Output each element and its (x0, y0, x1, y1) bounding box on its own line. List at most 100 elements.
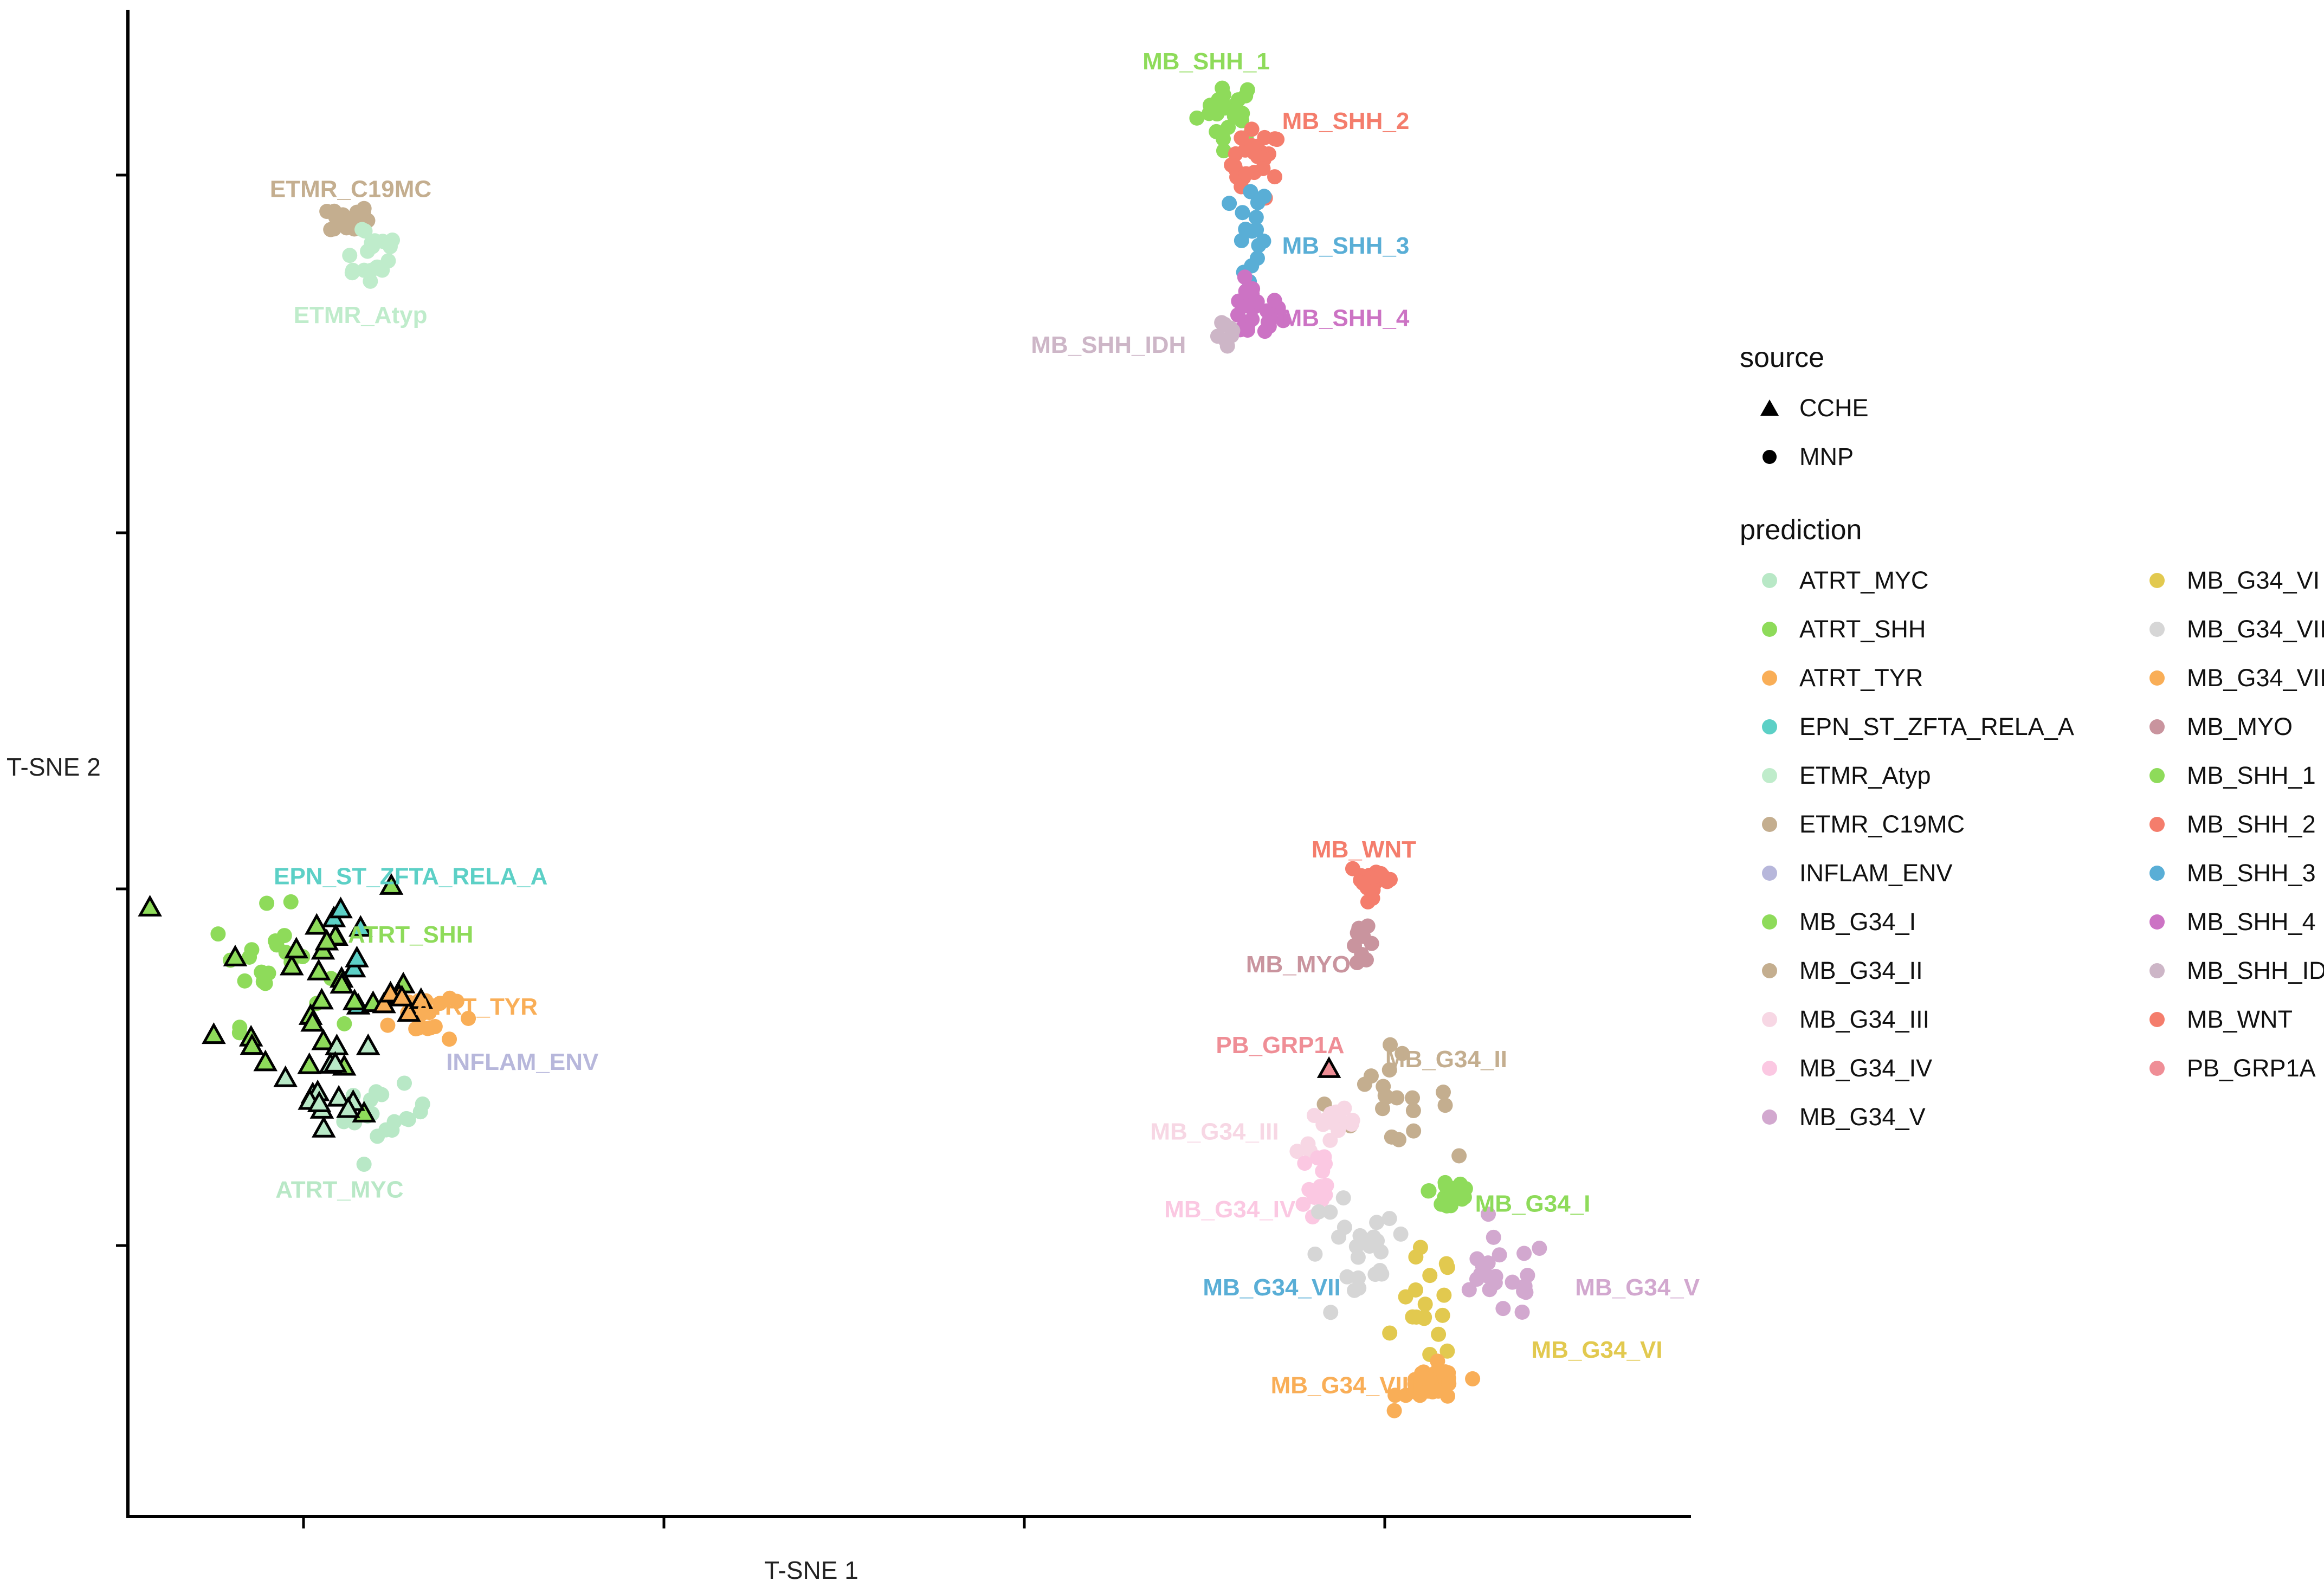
legend-label: PB_GRP1A (2187, 1054, 2316, 1082)
point-mb-g34-ii (1405, 1090, 1421, 1106)
legend-item-mb-g34-iii: MB_G34_III (1740, 995, 2119, 1044)
point-mb-shh-2 (1244, 121, 1260, 137)
triangle-point-atrt-tyr (409, 987, 434, 1009)
legend-prediction-title: prediction (1740, 514, 1862, 546)
legend-label: MNP (1799, 443, 1854, 470)
point-mb-g34-iv (1310, 1150, 1326, 1166)
point-mb-g34-vi (1382, 1325, 1398, 1341)
point-mb-shh-4 (1240, 322, 1255, 338)
point-mb-shh-4 (1230, 307, 1245, 323)
point-mb-g34-i (1456, 1189, 1472, 1205)
point-etmr-atyp (342, 248, 358, 263)
point-mb-shh-1 (1211, 92, 1226, 108)
color-dot-icon (2127, 814, 2187, 835)
point-mb-g34-v (1492, 1247, 1507, 1263)
legend-label: MB_G34_IV (1799, 1054, 1933, 1082)
point-mb-shh-4 (1267, 293, 1282, 308)
legend-column-2: MB_G34_VI MB_G34_VII MB_G34_VIII MB_MYO MB_S… (2127, 556, 2324, 1141)
x-axis-title: T-SNE 1 (764, 1556, 858, 1584)
cluster-labels: MB_SHH_1 MB_SHH_2 MB_SHH_3 MB_SHH_4 MB_SHH_I… (270, 48, 1700, 1398)
legend-item-atrt-shh: ATRT_SHH (1740, 605, 2119, 654)
point-mb-g34-ii (1437, 1098, 1453, 1113)
point-mb-g34-ii (1377, 1088, 1393, 1104)
legend-label: EPN_ST_ZFTA_RELA_A (1799, 713, 2074, 740)
cluster-label-etmr-c19mc: ETMR_C19MC (270, 176, 431, 202)
triangle-point-atrt-myc (273, 1065, 298, 1087)
cluster-label-pb-grp1a: PB_GRP1A (1216, 1032, 1344, 1059)
point-mb-g34-vi (1436, 1287, 1452, 1303)
point-mb-shh-2 (1238, 166, 1254, 182)
point-mb-shh-2 (1269, 132, 1285, 147)
legend-label: MB_SHH_2 (2187, 810, 2316, 838)
point-mb-g34-iii (1300, 1136, 1316, 1152)
point-mb-g34-ii (1436, 1085, 1451, 1100)
legend-label: ATRT_MYC (1799, 566, 1929, 594)
point-mb-shh-3 (1243, 184, 1258, 199)
point-mb-g34-i (1443, 1190, 1458, 1205)
point-mb-g34-iv (1315, 1163, 1331, 1179)
cluster-label-mb-shh-idh: MB_SHH_IDH (1031, 332, 1186, 358)
point-mb-shh-4 (1237, 269, 1253, 285)
point-etmr-atyp (363, 273, 378, 289)
cluster-label-mb-shh-2: MB_SHH_2 (1282, 108, 1410, 134)
legend-item-atrt-tyr: ATRT_TYR (1740, 654, 2119, 702)
triangle-point-atrt-shh (202, 1022, 226, 1044)
point-mb-wnt (1355, 875, 1371, 891)
point-etmr-c19mc (328, 209, 344, 225)
point-atrt-myc (363, 1092, 378, 1108)
point-mb-shh-3 (1250, 195, 1266, 210)
point-mb-g34-iv (1297, 1156, 1313, 1171)
data-points (138, 80, 1547, 1418)
point-atrt-tyr (442, 1031, 457, 1047)
legend-label: MB_MYO (2187, 713, 2293, 740)
point-mb-g34-vii (1331, 1229, 1347, 1245)
point-atrt-shh (210, 926, 226, 942)
point-atrt-shh (337, 1016, 352, 1031)
point-mb-g34-ii (1357, 1076, 1372, 1092)
color-dot-icon (1740, 1009, 1799, 1030)
point-mb-g34-vi (1417, 1296, 1433, 1312)
point-mb-shh-4 (1260, 314, 1276, 330)
point-mb-g34-vii (1369, 1215, 1385, 1230)
point-etmr-atyp (344, 265, 360, 281)
cluster-label-inflam-env: INFLAM_ENV (446, 1049, 599, 1075)
legend-item-mb-wnt: MB_WNT (2127, 995, 2324, 1044)
cluster-label-mb-g34-ii: MB_G34_II (1385, 1046, 1507, 1073)
point-mb-g34-iii (1289, 1144, 1305, 1159)
legend-label: ETMR_C19MC (1799, 810, 1965, 838)
triangle-point-atrt-tyr (390, 984, 414, 1007)
legend-label: MB_G34_VI (2187, 566, 2320, 594)
legend-label: MB_G34_II (1799, 957, 1923, 984)
cluster-label-mb-g34-iii: MB_G34_III (1150, 1118, 1279, 1145)
point-mb-wnt (1382, 872, 1398, 887)
circle-icon (1740, 446, 1799, 468)
point-mb-shh-2 (1234, 130, 1249, 146)
point-mb-g34-v (1481, 1207, 1496, 1222)
point-atrt-myc (386, 1114, 402, 1130)
point-mb-shh-1 (1221, 120, 1236, 136)
triangle-point-epn-st-zfta-rela-a (328, 896, 353, 919)
legend-item-mb-g34-viii: MB_G34_VIII (2127, 654, 2324, 702)
triangle-point-atrt-myc (307, 1091, 332, 1113)
point-mb-g34-viii (1430, 1353, 1445, 1369)
legend-item-mb-g34-vii: MB_G34_VII (2127, 605, 2324, 654)
point-mb-g34-iii (1324, 1114, 1340, 1130)
point-atrt-myc (356, 1157, 372, 1172)
point-mb-g34-vi (1408, 1249, 1424, 1265)
point-mb-g34-v (1461, 1282, 1477, 1298)
point-mb-g34-v (1475, 1257, 1490, 1273)
color-dot-icon (2127, 862, 2187, 884)
point-mb-shh-1 (1189, 110, 1205, 126)
triangle-point-atrt-shh (138, 895, 162, 917)
point-mb-shh-3 (1234, 233, 1249, 248)
legend-label: MB_G34_III (1799, 1005, 1930, 1033)
point-mb-g34-i (1421, 1183, 1436, 1199)
point-mb-shh-3 (1249, 250, 1265, 266)
legend-item-epn-st-zfta-rela-a: EPN_ST_ZFTA_RELA_A (1740, 702, 2119, 751)
legend-label: MB_G34_I (1799, 908, 1916, 936)
color-dot-icon (1740, 570, 1799, 591)
triangle-point-atrt-shh (314, 928, 339, 951)
point-mb-g34-viii (1465, 1371, 1481, 1386)
x-ticks (302, 1517, 1386, 1528)
